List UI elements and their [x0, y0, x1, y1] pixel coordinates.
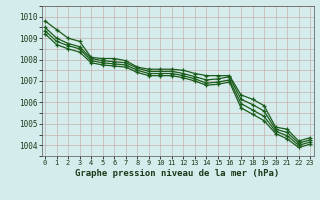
X-axis label: Graphe pression niveau de la mer (hPa): Graphe pression niveau de la mer (hPa) — [76, 169, 280, 178]
